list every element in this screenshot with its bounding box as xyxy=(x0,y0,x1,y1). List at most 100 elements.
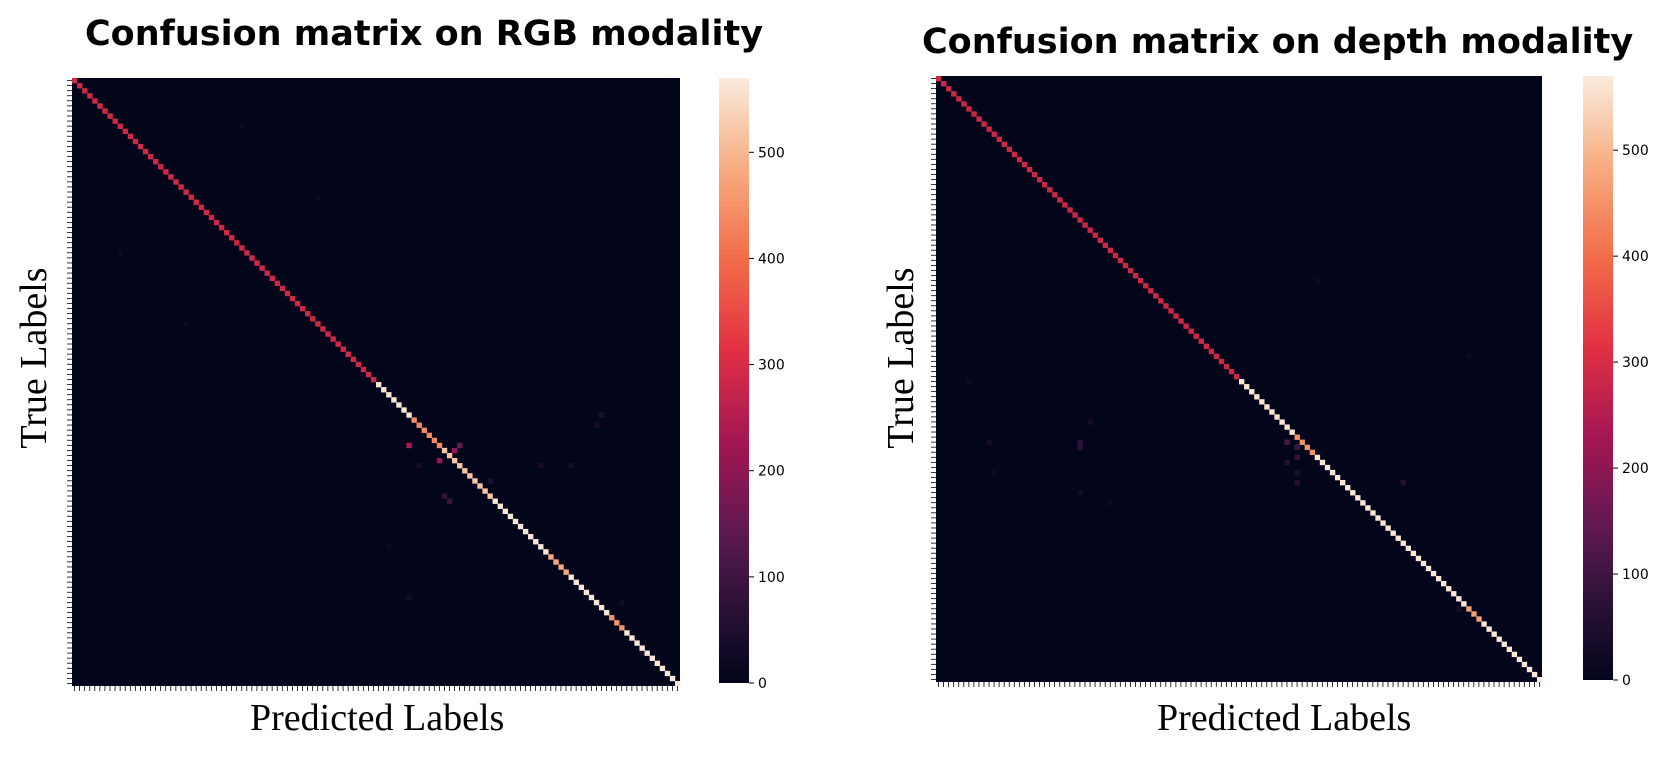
heatmap-diagonal-cell xyxy=(1355,495,1361,501)
heatmap-diagonal-cell xyxy=(1304,444,1310,450)
heatmap-diagonal-cell xyxy=(1042,182,1048,188)
heatmap-diagonal-cell xyxy=(1284,424,1290,430)
heatmap-cell xyxy=(386,544,392,550)
heatmap-diagonal-cell xyxy=(158,164,164,170)
heatmap-diagonal-cell xyxy=(563,569,569,575)
heatmap-diagonal-cell xyxy=(431,437,438,444)
heatmap-diagonal-cell xyxy=(1501,641,1507,647)
heatmap-diagonal-cell xyxy=(315,321,321,327)
heatmap-diagonal-cell xyxy=(1143,283,1149,289)
heatmap-cell xyxy=(1077,444,1083,450)
heatmap-diagonal-cell xyxy=(284,290,291,297)
heatmap-diagonal-cell xyxy=(588,594,595,601)
heatmap-diagonal-cell xyxy=(649,655,655,661)
heatmap-diagonal-cell xyxy=(604,610,610,616)
heatmap-diagonal-cell xyxy=(1193,333,1199,339)
heatmap-cell xyxy=(639,650,645,656)
heatmap-cell xyxy=(1284,459,1290,466)
colorbar-tick-label: 400 xyxy=(758,251,785,267)
heatmap-cell xyxy=(1294,444,1300,450)
heatmap-diagonal-cell xyxy=(558,564,564,570)
heatmap-diagonal-cell xyxy=(127,133,134,140)
heatmap-diagonal-cell xyxy=(1264,404,1270,410)
heatmap-diagonal-cell xyxy=(976,116,982,122)
heatmap-diagonal-cell xyxy=(664,670,671,677)
heatmap-diagonal-cell xyxy=(1006,146,1013,153)
heatmap-cell xyxy=(183,321,189,327)
heatmap-diagonal-cell xyxy=(188,194,194,200)
colorbar-tick-label: 300 xyxy=(1622,355,1649,371)
heatmap-diagonal-cell xyxy=(639,645,645,651)
heatmap-diagonal-cell xyxy=(538,544,544,550)
colorbar-tick-label: 200 xyxy=(758,464,785,480)
heatmap-cell xyxy=(436,458,443,464)
heatmap-diagonal-cell xyxy=(654,660,661,667)
heatmap-cell xyxy=(991,469,997,476)
heatmap-cell xyxy=(1107,500,1114,506)
heatmap-diagonal-cell xyxy=(1415,555,1422,562)
heatmap-diagonal-cell xyxy=(1102,242,1108,248)
heatmap-diagonal-cell xyxy=(1314,454,1321,461)
heatmap-diagonal-cell xyxy=(310,316,316,322)
heatmap-diagonal-cell xyxy=(142,148,149,155)
heatmap-diagonal-cell xyxy=(1183,323,1189,329)
heatmap-diagonal-cell xyxy=(502,508,509,515)
heatmap-diagonal-cell xyxy=(72,78,78,84)
heatmap-cell xyxy=(568,463,574,469)
heatmap-diagonal-cell xyxy=(1077,217,1083,223)
heatmap-cell xyxy=(406,442,412,449)
heatmap-diagonal-cell xyxy=(1299,439,1305,445)
heatmap-diagonal-cell xyxy=(1481,621,1487,627)
heatmap-cell xyxy=(315,194,321,200)
heatmap-diagonal-cell xyxy=(381,387,387,393)
heatmap-diagonal-cell xyxy=(1031,171,1038,178)
heatmap-diagonal-cell xyxy=(477,483,483,489)
heatmap-diagonal-cell xyxy=(462,468,468,474)
heatmap-diagonal-cell xyxy=(614,620,620,626)
colorbar-tick-label: 300 xyxy=(758,358,785,374)
heatmap-diagonal-cell xyxy=(1052,192,1058,198)
heatmap-diagonal-cell xyxy=(956,96,962,102)
heatmap-diagonal-cell xyxy=(153,159,159,165)
colorbar-tick-label: 500 xyxy=(758,145,785,161)
colorbar-rgb xyxy=(719,78,749,683)
heatmap-cell xyxy=(416,463,422,469)
heatmap-diagonal-cell xyxy=(1168,308,1174,314)
heatmap-diagonal-cell xyxy=(107,113,113,119)
heatmap-diagonal-cell xyxy=(198,204,205,211)
heatmap-diagonal-cell xyxy=(578,584,585,591)
heatmap-diagonal-cell xyxy=(528,534,534,540)
heatmap-diagonal-cell xyxy=(173,179,179,185)
heatmap-diagonal-cell xyxy=(1491,631,1497,637)
heatmap-diagonal-cell xyxy=(1380,520,1386,526)
heatmap-diagonal-cell xyxy=(401,407,407,413)
heatmap-diagonal-cell xyxy=(1329,469,1336,476)
heatmap-diagonal-cell xyxy=(1405,545,1411,551)
heatmap-diagonal-cell xyxy=(1218,358,1225,365)
heatmap-diagonal-cell xyxy=(1249,389,1255,395)
heatmap-diagonal-cell xyxy=(1138,278,1144,284)
heatmap-diagonal-cell xyxy=(573,579,579,585)
chart-title-rgb: Confusion matrix on RGB modality xyxy=(85,14,764,54)
heatmap-diagonal-cell xyxy=(320,326,326,332)
heatmap-diagonal-cell xyxy=(1309,449,1316,456)
heatmap-diagonal-cell xyxy=(1274,414,1280,420)
heatmap-diagonal-cell xyxy=(991,131,997,137)
heatmap-diagonal-cell xyxy=(1178,318,1184,324)
heatmap-cell xyxy=(452,447,458,454)
heatmap-diagonal-cell xyxy=(274,280,281,287)
heatmap-diagonal-cell xyxy=(1476,616,1482,622)
heatmap-diagonal-cell xyxy=(1244,384,1250,390)
heatmap-diagonal-cell xyxy=(1208,348,1215,355)
heatmap-diagonal-cell xyxy=(300,306,306,312)
heatmap-diagonal-cell xyxy=(87,93,93,99)
heatmap-cell xyxy=(1077,490,1083,496)
heatmap-diagonal-cell xyxy=(1446,586,1452,592)
heatmap-diagonal-cell xyxy=(1496,636,1502,642)
heatmap-diagonal-cell xyxy=(254,260,260,266)
heatmap-diagonal-cell xyxy=(406,412,412,418)
heatmap-diagonal-cell xyxy=(1228,368,1235,375)
heatmap-diagonal-cell xyxy=(1365,505,1371,511)
heatmap-diagonal-cell xyxy=(294,300,301,307)
heatmap-diagonal-cell xyxy=(112,118,118,124)
